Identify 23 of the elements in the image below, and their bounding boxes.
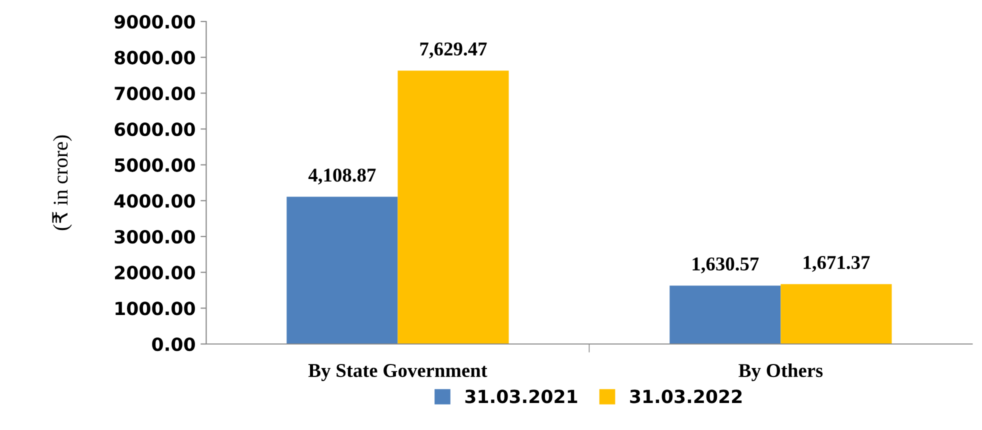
y-tick-label: 3000.00 (114, 230, 195, 244)
data-label: 1,671.37 (804, 256, 870, 272)
y-axis-title: (₹ in crore) (52, 135, 72, 230)
data-label: 1,630.57 (692, 257, 759, 274)
legend-label: 31.03.2022 (630, 390, 742, 404)
x-tick-label: By Others (738, 363, 823, 382)
y-tick-label: 7000.00 (114, 86, 195, 100)
y-tick-label: 4000.00 (114, 194, 195, 208)
x-tick-label: By State Government (308, 364, 488, 382)
y-tick-label: 2000.00 (114, 266, 195, 280)
y-tick-label: 9000.00 (114, 14, 195, 29)
bar (780, 284, 892, 344)
bar (286, 196, 398, 344)
y-tick-label: 6000.00 (114, 122, 195, 136)
legend-label: 31.03.2021 (465, 390, 578, 404)
data-label: 7,629.47 (420, 42, 487, 58)
y-tick-label: 8000.00 (114, 50, 195, 64)
y-tick-label: 1000.00 (116, 302, 195, 316)
data-label: 4,108.87 (308, 168, 376, 185)
y-tick-label: 0.00 (152, 337, 195, 352)
bar (398, 70, 509, 344)
y-tick-label: 5000.00 (114, 158, 195, 172)
bar (670, 286, 781, 344)
